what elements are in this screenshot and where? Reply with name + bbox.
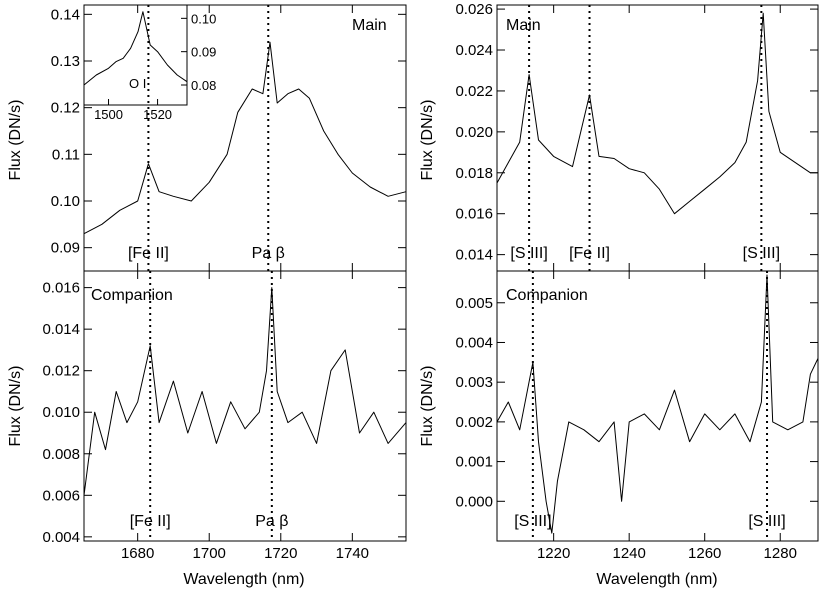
inset-label: O I [129, 76, 146, 91]
y-tick-label: 0.024 [455, 42, 493, 59]
y-axis-label: Flux (DN/s) [7, 366, 24, 447]
y-tick-label: 0.09 [51, 240, 80, 257]
spectrum-line [496, 12, 818, 215]
line-marker-label: [S III] [510, 245, 547, 262]
y-tick-label: 0.012 [42, 363, 80, 380]
inset-y-tick-label: 0.09 [191, 45, 216, 60]
y-tick-label: 0.006 [42, 487, 80, 504]
inset-y-tick-label: 0.10 [191, 11, 216, 26]
line-marker-label: [S III] [748, 513, 785, 530]
spectrum-line [83, 41, 407, 235]
y-tick-label: 0.022 [455, 83, 493, 100]
y-axis-label: Flux (DN/s) [419, 366, 436, 447]
panel-main-j-band: Main Flux (DN/s) [419, 17, 541, 180]
y-tick-label: 0.000 [455, 493, 493, 510]
y-axis-label: Flux (DN/s) [7, 100, 24, 181]
inset-x-tick-label: 1500 [94, 107, 123, 122]
inset-spectrum-line [83, 11, 188, 86]
panel-main-h-band: Main Flux (DN/s) [7, 17, 387, 180]
inset-y-tick-label: 0.08 [191, 78, 216, 93]
spectrum-line [496, 274, 819, 534]
y-tick-label: 0.001 [455, 454, 493, 471]
panel-title: Main [352, 17, 387, 34]
y-tick-label: 0.13 [51, 53, 80, 70]
x-tick-label: 1740 [336, 545, 369, 562]
panel-companion-h-band: Companion Flux (DN/s) Wavelength (nm) [7, 287, 305, 588]
x-tick-label: 1240 [612, 545, 645, 562]
x-tick-label: 1720 [264, 545, 297, 562]
plot-p4: 0.000 0.001 0.002 0.003 0.004 0.005 1220 1240 12… [455, 270, 819, 562]
y-tick-label: 0.020 [455, 124, 493, 141]
line-marker-label: [S III] [514, 513, 551, 530]
y-tick-label: 0.016 [42, 280, 80, 297]
line-marker-label: [Fe II] [128, 245, 169, 262]
y-tick-label: 0.016 [455, 206, 493, 223]
y-tick-label: 0.014 [42, 321, 80, 338]
y-tick-label: 0.10 [51, 193, 80, 210]
line-marker-label: Pa β [252, 245, 285, 262]
y-tick-label: 0.11 [52, 146, 80, 163]
x-tick-label: 1220 [537, 545, 570, 562]
line-marker-label: [S III] [743, 245, 780, 262]
x-axis-label: Wavelength (nm) [596, 571, 717, 588]
y-tick-label: 0.003 [455, 374, 493, 391]
inset-plot: 0.08 0.09 0.10 1500 1520 O I [83, 4, 216, 122]
x-axis-label: Wavelength (nm) [183, 571, 304, 588]
y-axis-label: Flux (DN/s) [419, 100, 436, 181]
plot-p2: 0.014 0.016 0.018 0.020 0.022 0.024 0.026 [S II… [455, 1, 819, 272]
plot-frame [496, 4, 819, 272]
line-marker-label: Pa β [255, 513, 288, 530]
spectrum-line [83, 287, 407, 496]
y-tick-label: 0.12 [51, 100, 80, 117]
y-tick-label: 0.14 [51, 6, 80, 23]
plot-frame [496, 270, 819, 542]
line-marker-label: [Fe II] [569, 245, 610, 262]
panel-companion-j-band: Companion Flux (DN/s) Wavelength (nm) [419, 287, 718, 588]
inset-frame [83, 4, 188, 106]
y-tick-label: 0.005 [455, 295, 493, 312]
line-marker-label: [Fe II] [130, 513, 171, 530]
y-tick-label: 0.008 [42, 446, 80, 463]
plot-frame [83, 270, 407, 542]
y-tick-label: 0.002 [455, 414, 493, 431]
x-tick-label: 1280 [764, 545, 797, 562]
x-tick-label: 1700 [193, 545, 226, 562]
y-tick-label: 0.010 [42, 404, 80, 421]
plot-p1: 0.090.100.110.120.130.14[Fe II] Pa β0.080… [51, 4, 407, 272]
panel-title: Companion [91, 287, 173, 304]
panel-title: Main [506, 17, 541, 34]
inset-x-tick-label: 1520 [143, 107, 172, 122]
x-tick-label: 1260 [688, 545, 721, 562]
panel-title: Companion [506, 287, 588, 304]
y-tick-label: 0.014 [455, 247, 493, 264]
y-tick-label: 0.004 [42, 529, 80, 546]
x-tick-label: 1680 [121, 545, 154, 562]
y-tick-label: 0.004 [455, 334, 493, 351]
y-tick-label: 0.018 [455, 165, 493, 182]
y-tick-label: 0.026 [455, 1, 493, 18]
plot-p3: 0.004 0.006 0.008 0.010 0.012 0.014 0.016 1680 1… [42, 270, 407, 562]
